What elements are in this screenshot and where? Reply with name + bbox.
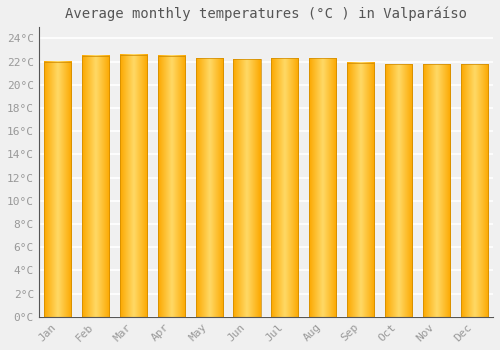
Bar — [422, 64, 450, 317]
Bar — [460, 64, 488, 317]
Title: Average monthly temperatures (°C ) in Valparáíso: Average monthly temperatures (°C ) in Va… — [65, 7, 467, 21]
Bar — [196, 58, 223, 317]
Bar — [309, 58, 336, 317]
Bar — [234, 59, 260, 317]
Bar — [271, 58, 298, 317]
Bar — [82, 56, 109, 317]
Bar — [347, 63, 374, 317]
Bar — [44, 62, 72, 317]
Bar — [158, 56, 185, 317]
Bar — [120, 55, 147, 317]
Bar — [385, 64, 412, 317]
